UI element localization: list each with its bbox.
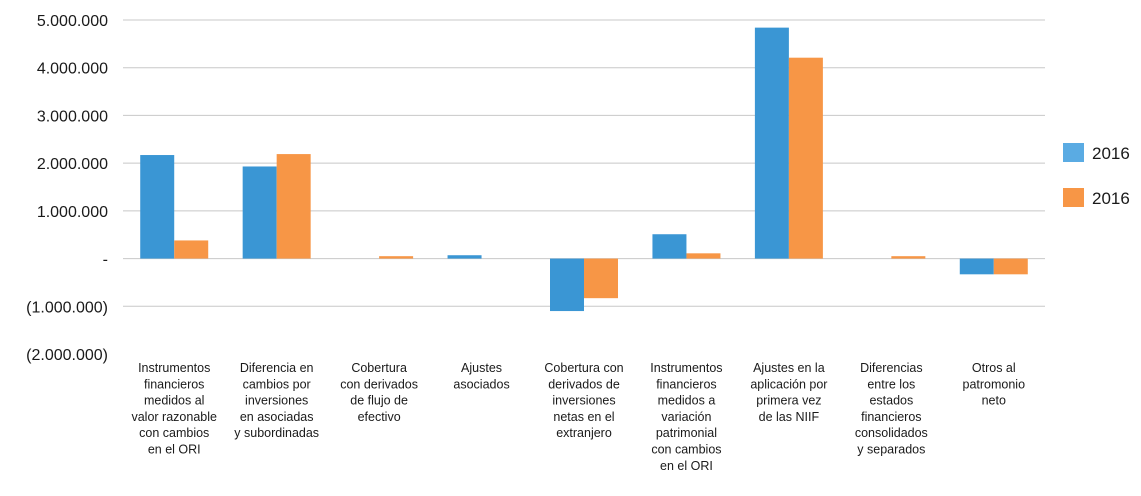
- x-category-label-line: inversiones: [245, 394, 308, 408]
- bar-series-2-cat-1: [174, 240, 209, 259]
- y-tick-label: 2.000.000: [37, 156, 108, 173]
- bar-series-2-cat-6: [686, 253, 721, 259]
- bar-series-2-cat-9: [993, 258, 1028, 275]
- bar-series-1-cat-1: [140, 155, 175, 259]
- x-category-label-line: Instrumentos: [650, 361, 722, 375]
- x-category-label-line: en el ORI: [660, 459, 713, 473]
- bar-series-1-cat-2: [242, 166, 277, 259]
- x-category-label-line: aplicación por: [750, 377, 827, 391]
- bar-series-1-cat-7: [754, 27, 789, 259]
- x-category-label: Ajustes asociados: [453, 361, 509, 391]
- x-category-label-line: Cobertura: [351, 361, 407, 375]
- legend-swatch-1: [1063, 143, 1084, 162]
- x-category-label-line: medidos al: [144, 394, 204, 408]
- bar-series-2-cat-7: [788, 57, 823, 259]
- x-category-label-line: asociados: [453, 377, 509, 391]
- x-category-label-line: con derivados: [340, 377, 418, 391]
- bar-series-1-cat-9: [959, 258, 994, 275]
- x-category-label-line: con cambios: [651, 443, 721, 457]
- x-category-label-line: extranjero: [556, 426, 612, 440]
- x-category-label: Ajustes en la aplicación por primera vez de…: [750, 361, 827, 424]
- x-category-label-line: Instrumentos: [138, 361, 210, 375]
- x-category-label-line: Cobertura con: [544, 361, 623, 375]
- x-category-label-line: Ajustes en la: [753, 361, 825, 375]
- x-category-label-line: con cambios: [139, 426, 209, 440]
- x-category-label: Diferencia en cambios por inversiones en as…: [234, 361, 319, 440]
- x-category-label-line: en asociadas: [240, 410, 314, 424]
- x-category-label: Cobertura con derivados de flujo de efectiv…: [340, 361, 418, 424]
- x-category-label-line: neto: [982, 394, 1006, 408]
- y-tick-label: (1.000.000): [26, 299, 108, 316]
- legend: 2016 2016: [1063, 143, 1130, 208]
- bar-series-2-cat-8: [891, 256, 926, 259]
- x-category-label-line: valor razonable: [131, 410, 217, 424]
- y-axis-tick-labels: 5.000.000 4.000.000 3.000.000 2.000.000 1.00…: [26, 13, 108, 364]
- x-axis-category-labels: Instrumentos financieros medidos al valor r…: [131, 361, 1025, 473]
- x-category-label-line: y subordinadas: [234, 426, 319, 440]
- legend-swatch-2: [1063, 188, 1084, 207]
- y-tick-label: 3.000.000: [37, 108, 108, 125]
- x-category-label: Diferencias entre los estados financieros co…: [855, 361, 928, 457]
- x-category-label-line: de flujo de: [350, 394, 408, 408]
- x-category-label: Cobertura con derivados de inversiones neta…: [544, 361, 623, 440]
- bar-series-2-cat-3: [379, 256, 414, 259]
- y-tick-label: (2.000.000): [26, 347, 108, 364]
- x-category-label-line: Diferencia en: [240, 361, 314, 375]
- x-category-label-line: Ajustes: [461, 361, 502, 375]
- y-tick-label: 4.000.000: [37, 61, 108, 78]
- x-category-label-line: derivados de: [548, 377, 620, 391]
- x-category-label-line: primera vez: [756, 394, 821, 408]
- x-category-label-line: variación: [661, 410, 711, 424]
- x-category-label-line: en el ORI: [148, 443, 201, 457]
- bar-series-1-cat-6: [652, 234, 687, 259]
- x-category-label-line: de las NIIF: [759, 410, 820, 424]
- x-category-label-line: Diferencias: [860, 361, 923, 375]
- bar-series-2-cat-5: [584, 258, 618, 299]
- x-category-label-line: cambios por: [243, 377, 311, 391]
- x-category-label-line: patromonio: [963, 377, 1026, 391]
- legend-label-1: 2016: [1092, 144, 1130, 163]
- x-category-label-line: financieros: [656, 377, 716, 391]
- x-category-label-line: estados: [869, 394, 913, 408]
- x-category-label-line: medidos a: [658, 394, 716, 408]
- x-category-label-line: inversiones: [552, 394, 615, 408]
- bar-series-1-cat-5: [550, 258, 584, 312]
- y-tick-label: -: [103, 252, 108, 269]
- x-category-label-line: y separados: [857, 443, 925, 457]
- x-category-label-line: financieros: [144, 377, 204, 391]
- bar-series-1-cat-4: [447, 255, 482, 259]
- x-category-label-line: Otros al: [972, 361, 1016, 375]
- x-category-label-line: netas en el: [553, 410, 614, 424]
- x-category-label: Instrumentos financieros medidos a variació…: [650, 361, 722, 473]
- x-category-label-line: patrimonial: [656, 426, 717, 440]
- x-category-label-line: efectivo: [358, 410, 401, 424]
- x-category-label: Otros al patromonio neto: [963, 361, 1026, 408]
- y-tick-label: 1.000.000: [37, 204, 108, 221]
- x-category-label-line: consolidados: [855, 426, 928, 440]
- bars: [140, 27, 1028, 312]
- bar-series-2-cat-2: [276, 154, 311, 259]
- x-category-label: Instrumentos financieros medidos al valor r…: [131, 361, 217, 457]
- x-category-label-line: entre los: [867, 377, 915, 391]
- legend-label-2: 2016: [1092, 189, 1130, 208]
- x-category-label-line: financieros: [861, 410, 921, 424]
- y-tick-label: 5.000.000: [37, 13, 108, 30]
